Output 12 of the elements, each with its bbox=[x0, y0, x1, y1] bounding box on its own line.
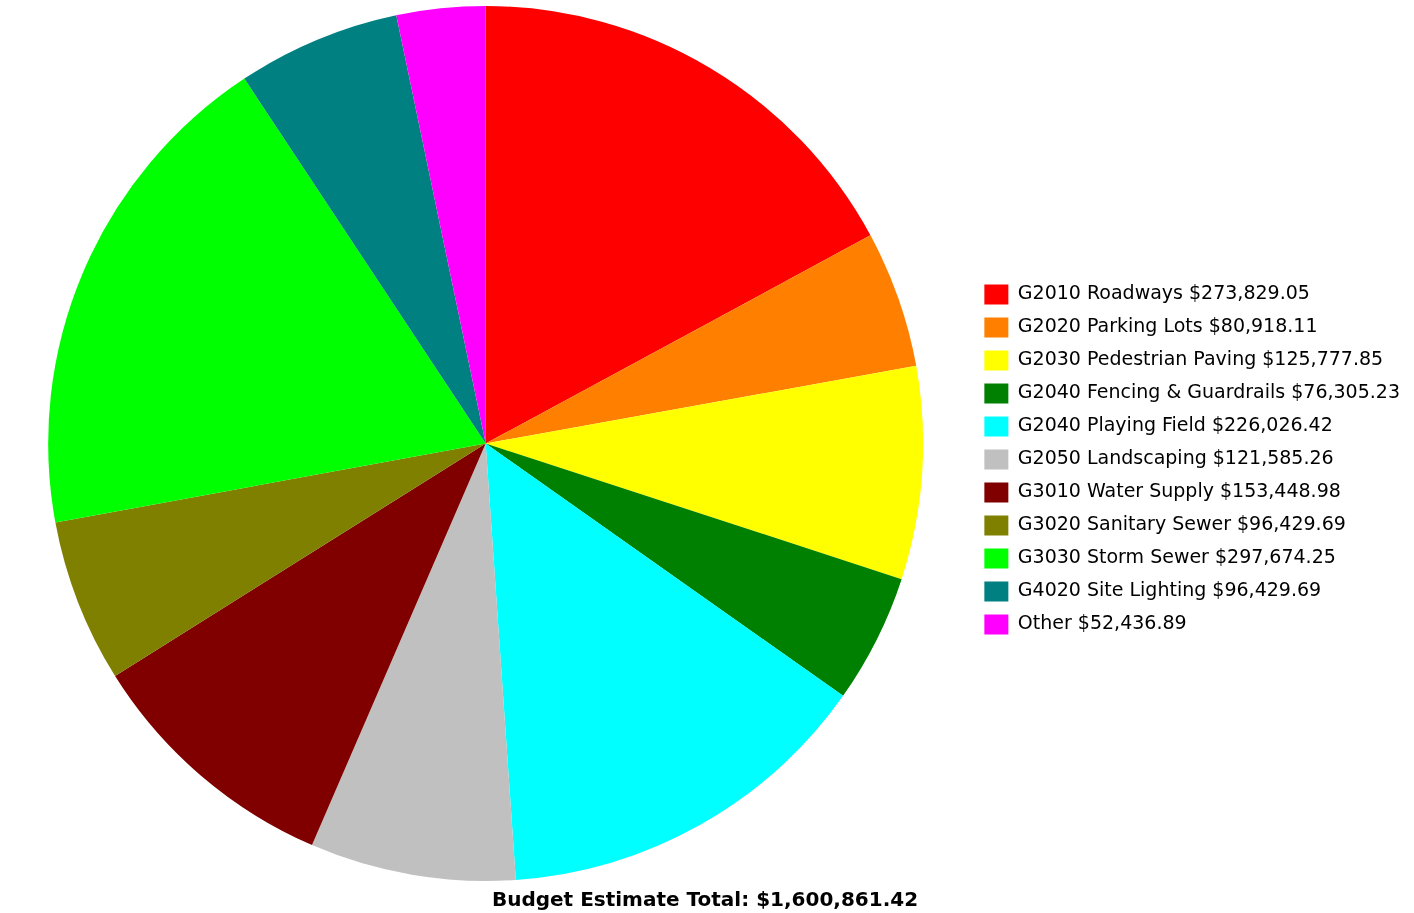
legend-label: G2010 Roadways $273,829.05 bbox=[1017, 281, 1310, 304]
legend-label: G3020 Sanitary Sewer $96,429.69 bbox=[1017, 512, 1346, 535]
legend-label: G2050 Landscaping $121,585.26 bbox=[1017, 446, 1334, 469]
text: Budget Estimate Total: $1,600,861.42 bbox=[491, 887, 919, 912]
legend-label: G2020 Parking Lots $80,918.11 bbox=[1017, 314, 1318, 337]
legend-label: G2030 Pedestrian Paving $125,777.85 bbox=[1017, 347, 1384, 370]
legend-label: G4020 Site Lighting $96,429.69 bbox=[1017, 578, 1322, 601]
legend-label: Other $52,436.89 bbox=[1017, 611, 1187, 634]
legend-label: G3010 Water Supply $153,448.98 bbox=[1017, 479, 1341, 502]
legend-label: G2040 Fencing & Guardrails $76,305.23 bbox=[1017, 380, 1401, 403]
legend-label: G3030 Storm Sewer $297,674.25 bbox=[1017, 545, 1336, 568]
legend-label: G2040 Playing Field $226,026.42 bbox=[1017, 413, 1333, 436]
